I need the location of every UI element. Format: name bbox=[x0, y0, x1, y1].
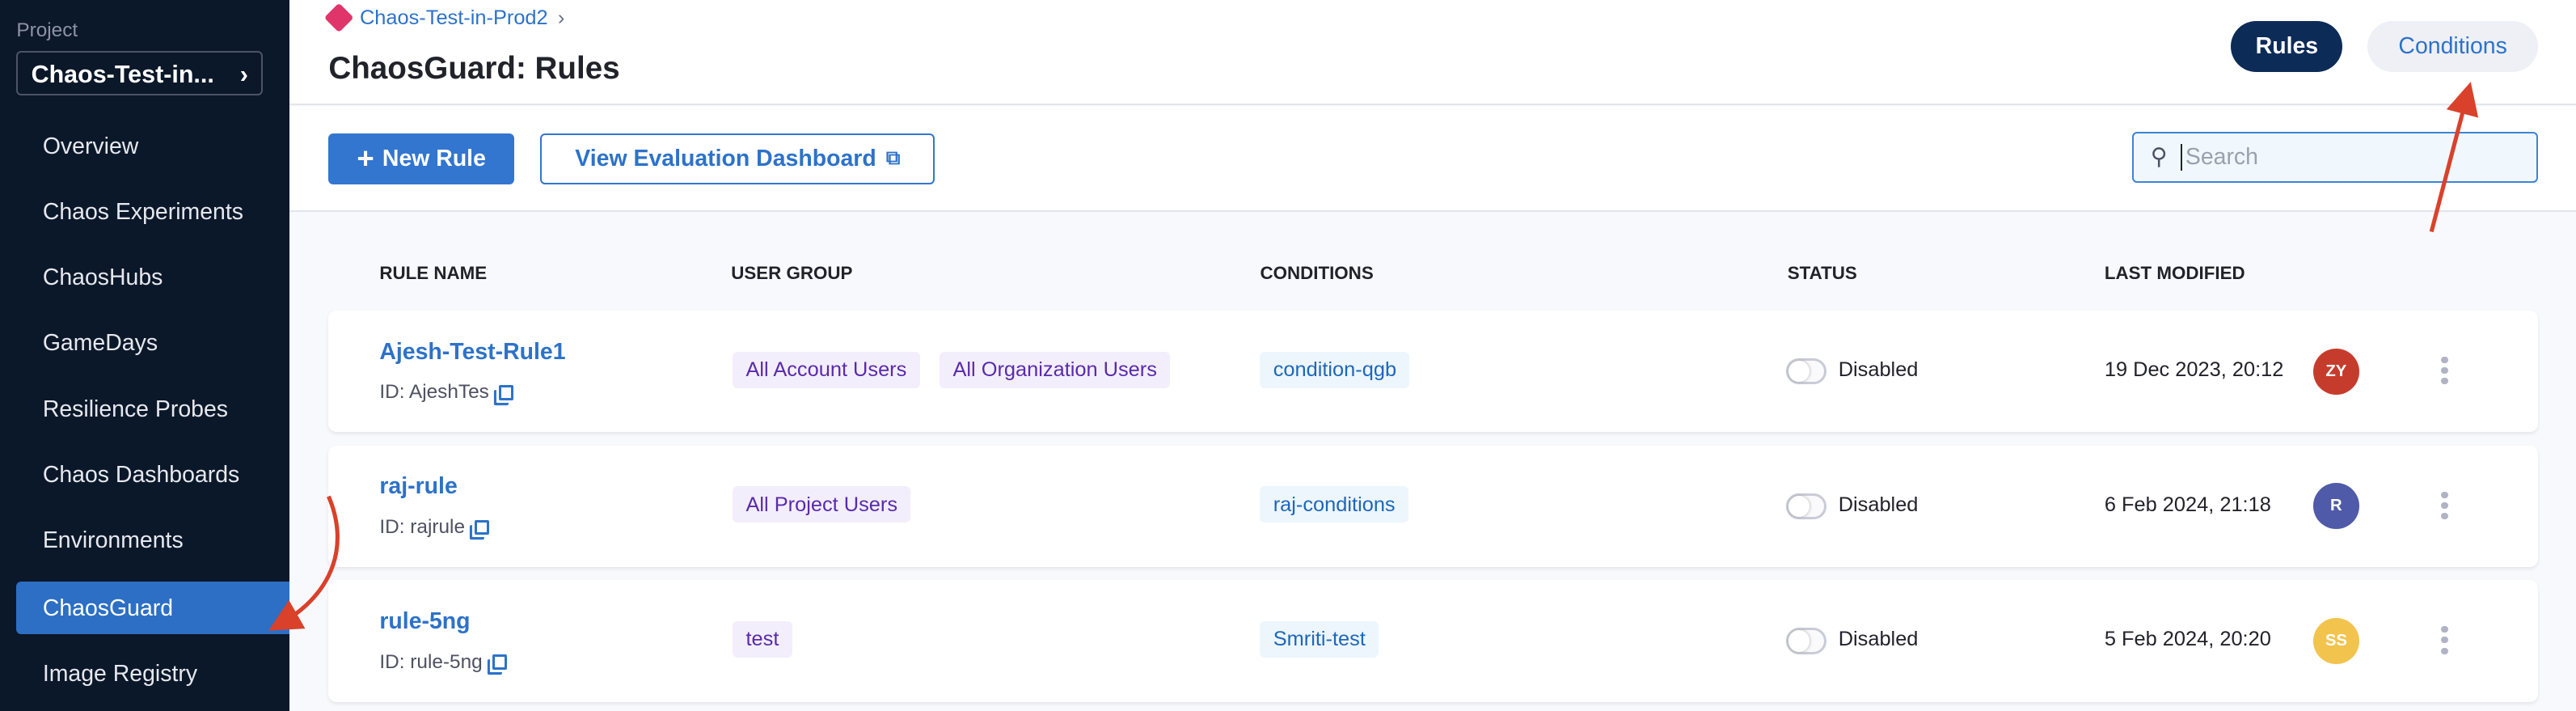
breadcrumb[interactable]: Chaos-Test-in-Prod2 › bbox=[323, 2, 565, 34]
sidebar-item-chaosguard[interactable]: ChaosGuard bbox=[16, 582, 289, 635]
rule-id: ID: rule-5ng bbox=[379, 650, 483, 673]
sidebar-item-chaoshubs[interactable]: ChaosHubs bbox=[42, 265, 163, 291]
column-header-user-group: USER GROUP bbox=[731, 263, 853, 284]
avatar: R bbox=[2312, 483, 2359, 530]
last-modified: 19 Dec 2023, 20:12 bbox=[2104, 358, 2284, 381]
project-selector[interactable]: Chaos-Test-in... › bbox=[16, 50, 264, 95]
status-toggle[interactable] bbox=[1785, 358, 1827, 385]
avatar: SS bbox=[2312, 617, 2359, 664]
user-group-tag: All Organization Users bbox=[940, 351, 1171, 388]
project-name: Chaos-Test-in... bbox=[31, 61, 214, 89]
chevron-right-icon: › bbox=[239, 61, 248, 89]
more-options-icon[interactable] bbox=[2441, 491, 2448, 520]
user-group-tag: All Project Users bbox=[733, 486, 911, 523]
copy-icon[interactable] bbox=[475, 519, 490, 535]
status-toggle[interactable] bbox=[1785, 628, 1827, 654]
rule-name-link[interactable]: raj-rule bbox=[379, 473, 458, 500]
tab-rules[interactable]: Rules bbox=[2231, 21, 2343, 73]
user-group-tag: test bbox=[733, 621, 792, 658]
table-row[interactable]: Ajesh-Test-Rule1 ID: AjeshTes All Accoun… bbox=[328, 311, 2539, 433]
tab-conditions[interactable]: Conditions bbox=[2367, 21, 2539, 73]
sidebar-item-image-registry[interactable]: Image Registry bbox=[42, 660, 198, 687]
user-group-tag: All Account Users bbox=[733, 351, 920, 388]
sidebar: Project Chaos-Test-in... › Overview Chaos… bbox=[0, 0, 289, 711]
new-rule-button[interactable]: + New Rule bbox=[328, 133, 514, 184]
last-modified: 5 Feb 2024, 20:20 bbox=[2104, 628, 2271, 651]
column-header-conditions: CONDITIONS bbox=[1260, 263, 1374, 284]
search-placeholder: Search bbox=[2180, 143, 2258, 171]
more-options-icon[interactable] bbox=[2441, 356, 2448, 385]
toolbar: + New Rule View Evaluation Dashboard ⧉ ⚲ Se… bbox=[289, 107, 2576, 213]
condition-tag[interactable]: condition-qgb bbox=[1260, 351, 1410, 388]
status-text: Disabled bbox=[1838, 493, 1919, 516]
status-toggle[interactable] bbox=[1785, 493, 1827, 520]
sidebar-item-environments[interactable]: Environments bbox=[42, 527, 184, 554]
column-header-rule-name: RULE NAME bbox=[379, 263, 488, 284]
sidebar-item-gamedays[interactable]: GameDays bbox=[42, 330, 158, 357]
rule-name-link[interactable]: rule-5ng bbox=[379, 607, 471, 634]
sidebar-item-overview[interactable]: Overview bbox=[42, 133, 139, 159]
status-text: Disabled bbox=[1838, 628, 1919, 651]
rule-id: ID: AjeshTes bbox=[379, 381, 489, 404]
project-label: Project bbox=[16, 19, 78, 42]
sidebar-item-chaos-dashboards[interactable]: Chaos Dashboards bbox=[42, 461, 240, 488]
column-header-last-modified: LAST MODIFIED bbox=[2104, 263, 2245, 284]
copy-icon[interactable] bbox=[492, 654, 508, 670]
chaos-logo-icon bbox=[323, 2, 355, 34]
status-text: Disabled bbox=[1838, 358, 1919, 381]
search-input[interactable]: ⚲ Search bbox=[2132, 131, 2539, 183]
plus-icon: + bbox=[357, 142, 374, 176]
last-modified: 6 Feb 2024, 21:18 bbox=[2104, 493, 2271, 516]
page-title: ChaosGuard: Rules bbox=[328, 50, 620, 86]
sidebar-item-chaos-experiments[interactable]: Chaos Experiments bbox=[42, 198, 243, 225]
breadcrumb-project[interactable]: Chaos-Test-in-Prod2 bbox=[359, 6, 548, 30]
external-link-icon: ⧉ bbox=[885, 147, 901, 170]
view-evaluation-dashboard-button[interactable]: View Evaluation Dashboard ⧉ bbox=[540, 133, 935, 184]
column-header-status: STATUS bbox=[1787, 263, 1857, 284]
condition-tag[interactable]: raj-conditions bbox=[1260, 486, 1408, 523]
more-options-icon[interactable] bbox=[2441, 626, 2448, 654]
rule-id: ID: rajrule bbox=[379, 516, 466, 538]
page-header: Chaos-Test-in-Prod2 › ChaosGuard: Rules R… bbox=[289, 0, 2576, 106]
rule-name-link[interactable]: Ajesh-Test-Rule1 bbox=[379, 338, 566, 365]
table-row[interactable]: raj-rule ID: rajrule All Project Users r… bbox=[328, 445, 2539, 567]
copy-icon[interactable] bbox=[499, 385, 514, 400]
search-icon: ⚲ bbox=[2150, 144, 2168, 171]
sidebar-item-resilience-probes[interactable]: Resilience Probes bbox=[42, 396, 229, 422]
table-row[interactable]: rule-5ng ID: rule-5ng test Smriti-test D… bbox=[328, 580, 2539, 702]
condition-tag[interactable]: Smriti-test bbox=[1260, 621, 1379, 658]
avatar: ZY bbox=[2312, 348, 2359, 395]
chevron-right-icon: › bbox=[557, 6, 565, 30]
